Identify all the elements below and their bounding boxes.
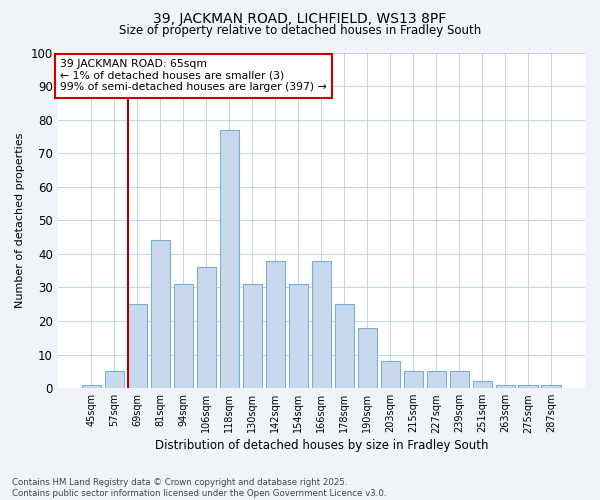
Bar	[266, 260, 285, 388]
Bar	[541, 385, 561, 388]
Bar	[518, 385, 538, 388]
Bar	[220, 130, 239, 388]
Bar	[335, 304, 354, 388]
Text: 39, JACKMAN ROAD, LICHFIELD, WS13 8PF: 39, JACKMAN ROAD, LICHFIELD, WS13 8PF	[154, 12, 446, 26]
Bar	[128, 304, 147, 388]
Bar	[380, 362, 400, 388]
X-axis label: Distribution of detached houses by size in Fradley South: Distribution of detached houses by size …	[155, 440, 488, 452]
Bar	[197, 268, 216, 388]
Text: Contains HM Land Registry data © Crown copyright and database right 2025.
Contai: Contains HM Land Registry data © Crown c…	[12, 478, 386, 498]
Bar	[449, 372, 469, 388]
Text: 39 JACKMAN ROAD: 65sqm
← 1% of detached houses are smaller (3)
99% of semi-detac: 39 JACKMAN ROAD: 65sqm ← 1% of detached …	[61, 59, 327, 92]
Bar	[311, 260, 331, 388]
Bar	[242, 284, 262, 388]
Bar	[289, 284, 308, 388]
Bar	[151, 240, 170, 388]
Bar	[82, 385, 101, 388]
Bar	[427, 372, 446, 388]
Bar	[404, 372, 423, 388]
Y-axis label: Number of detached properties: Number of detached properties	[15, 132, 25, 308]
Bar	[496, 385, 515, 388]
Bar	[104, 372, 124, 388]
Bar	[173, 284, 193, 388]
Text: Size of property relative to detached houses in Fradley South: Size of property relative to detached ho…	[119, 24, 481, 37]
Bar	[473, 382, 492, 388]
Bar	[358, 328, 377, 388]
